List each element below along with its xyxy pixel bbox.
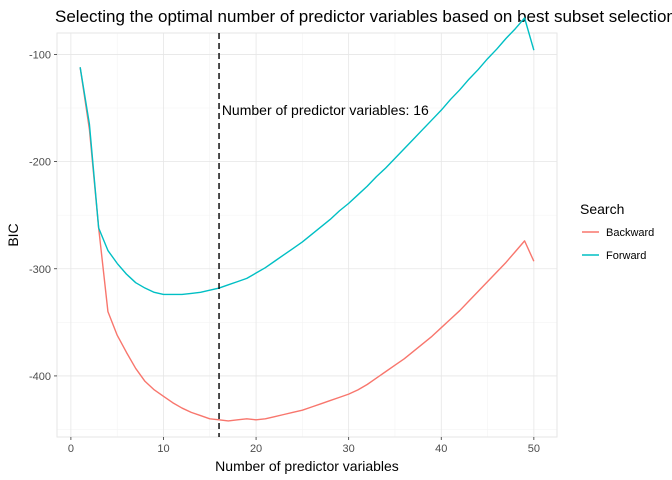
y-tick-label: -400 (29, 371, 51, 383)
optimal-annotation: Number of predictor variables: 16 (222, 102, 429, 118)
x-axis-title: Number of predictor variables (215, 458, 399, 474)
x-tick-label: 10 (157, 443, 169, 455)
series-line-forward (79, 17, 535, 296)
x-tick-label: 30 (343, 443, 355, 455)
x-tick-label: 50 (528, 443, 540, 455)
x-tick-label: 0 (68, 443, 74, 455)
y-tick-label: -100 (29, 49, 51, 61)
series-lines (79, 17, 535, 422)
legend-label-backward: Backward (606, 227, 654, 239)
x-tick-label: 40 (435, 443, 447, 455)
axis-ticks: 0 10 20 30 40 50 -100 -200 -300 -400 (29, 49, 540, 455)
legend-title: Search (580, 201, 624, 217)
y-tick-label: -200 (29, 157, 51, 169)
legend-label-forward: Forward (606, 250, 646, 262)
grid (57, 33, 557, 437)
y-axis-title: BIC (5, 223, 21, 246)
x-tick-label: 20 (250, 443, 262, 455)
y-tick-label: -300 (29, 264, 51, 276)
chart-title: Selecting the optimal number of predicto… (55, 7, 672, 26)
series-line-backward (79, 67, 535, 422)
plot-panel (56, 32, 558, 438)
annotations: Number of predictor variables: 16 (218, 33, 429, 437)
legend: Search Backward Forward (580, 201, 654, 262)
